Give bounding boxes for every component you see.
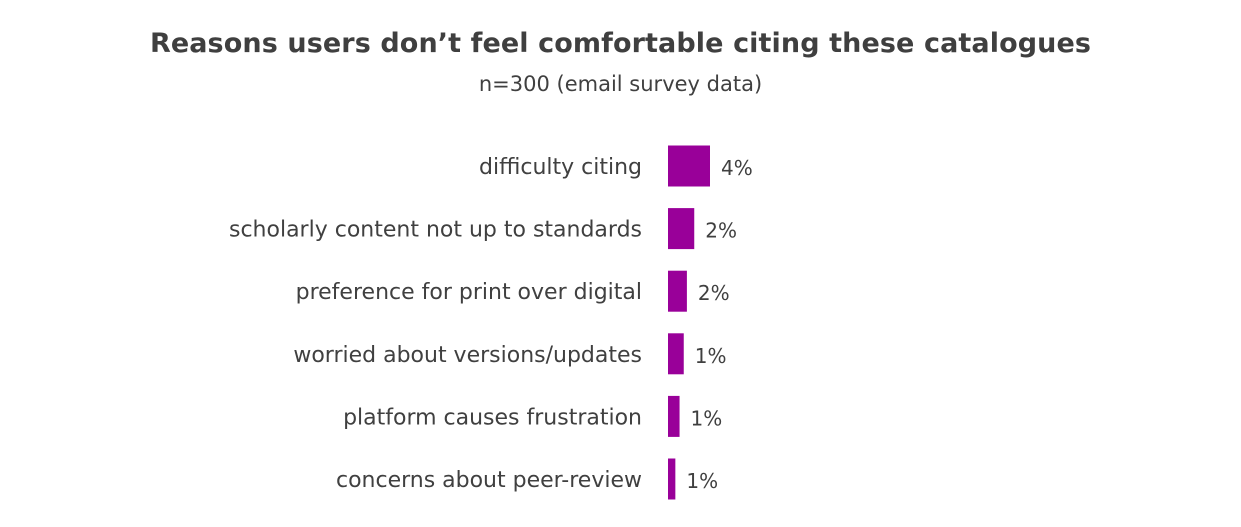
- bar: [668, 395, 680, 437]
- bar: [668, 208, 695, 250]
- bar: [668, 270, 687, 312]
- data-label: 2%: [698, 281, 730, 305]
- bar: [668, 333, 684, 375]
- category-label: platform causes frustration: [343, 405, 642, 430]
- bar: [668, 458, 676, 500]
- chart-subtitle: n=300 (email survey data): [478, 72, 763, 96]
- category-label: scholarly content not up to standards: [229, 218, 642, 243]
- category-label: worried about versions/updates: [293, 343, 642, 368]
- category-label: concerns about peer-review: [336, 468, 642, 493]
- data-label: 1%: [695, 344, 727, 368]
- data-label: 1%: [686, 469, 718, 493]
- chart-title: Reasons users don’t feel comfortable cit…: [149, 28, 1092, 59]
- category-label: difficulty citing: [479, 155, 642, 180]
- data-label: 2%: [705, 219, 737, 243]
- data-label: 1%: [691, 406, 723, 430]
- data-label: 4%: [721, 156, 753, 180]
- bars-group: difficulty citing 4% scholarly content not…: [229, 145, 753, 500]
- category-label: preference for print over digital: [296, 280, 642, 305]
- bar: [668, 145, 710, 187]
